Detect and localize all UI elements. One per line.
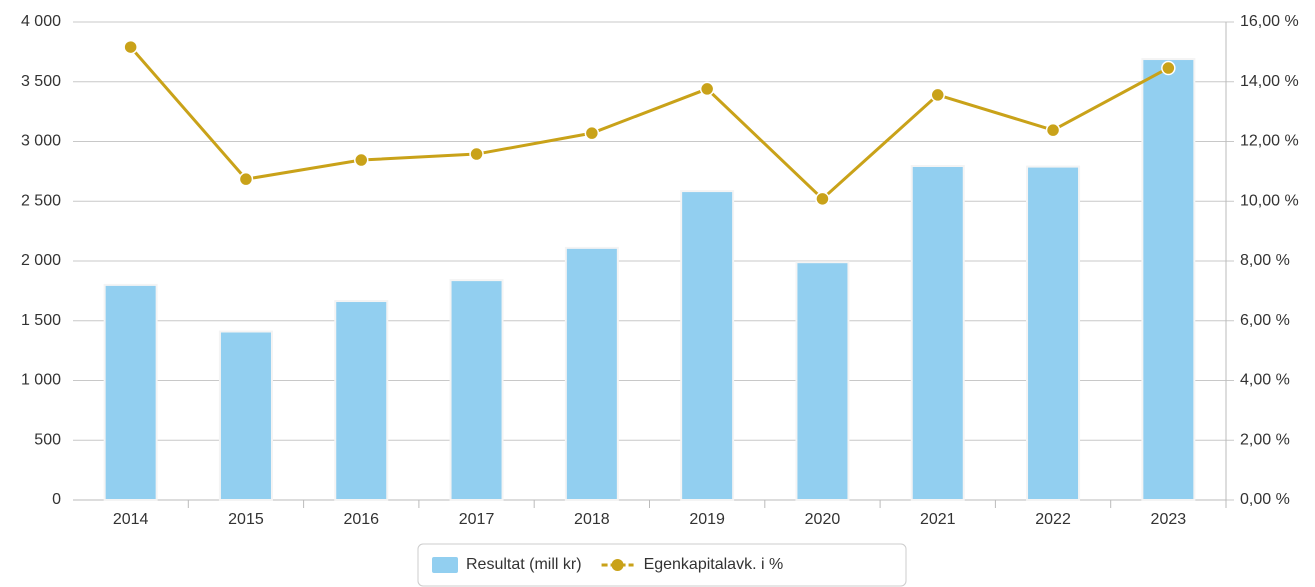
y-tick-label: 500 [34, 431, 61, 448]
bar [1141, 58, 1196, 501]
y-tick-label: 1 500 [21, 312, 61, 329]
legend-swatch [432, 557, 458, 573]
line-point [354, 152, 369, 168]
x-tick-label: 2014 [113, 511, 149, 528]
line-point [699, 81, 715, 97]
bar [680, 190, 735, 501]
line-point [930, 87, 945, 103]
x-tick-label: 2022 [1035, 511, 1071, 528]
y-tick-label: 3 500 [21, 73, 61, 90]
y2-tick-label: 14,00 % [1240, 73, 1299, 90]
line-point [584, 125, 600, 141]
line-point [1045, 122, 1061, 138]
y-tick-label: 2 500 [21, 192, 61, 209]
y2-tick-label: 8,00 % [1240, 252, 1290, 269]
line-point [238, 171, 254, 187]
y2-tick-label: 4,00 % [1240, 372, 1290, 389]
y-tick-label: 3 000 [21, 133, 61, 150]
y-tick-label: 1 000 [21, 372, 61, 389]
bar [795, 261, 850, 501]
bar [103, 283, 158, 501]
x-tick-label: 2016 [343, 511, 379, 528]
line-point [123, 39, 138, 55]
legend-swatch-point [611, 559, 624, 571]
x-tick-label: 2020 [805, 511, 841, 528]
bar [564, 246, 619, 501]
y-tick-label: 0 [52, 491, 61, 508]
y2-tick-label: 10,00 % [1240, 192, 1299, 209]
legend-label: Egenkapitalavk. i % [644, 556, 784, 573]
x-tick-label: 2015 [228, 511, 264, 528]
y2-tick-label: 0,00 % [1240, 491, 1290, 508]
y-tick-label: 2 000 [21, 252, 61, 269]
line-point [1161, 60, 1176, 76]
x-tick-label: 2021 [920, 511, 956, 528]
y2-tick-label: 16,00 % [1240, 13, 1299, 30]
bar [1026, 165, 1081, 501]
y2-tick-label: 6,00 % [1240, 312, 1290, 329]
legend-label: Resultat (mill kr) [466, 556, 582, 573]
x-tick-label: 2023 [1151, 511, 1187, 528]
bar [218, 330, 273, 501]
x-tick-label: 2017 [459, 511, 495, 528]
x-tick-label: 2018 [574, 511, 610, 528]
x-tick-label: 2019 [689, 511, 725, 528]
line-point [815, 191, 830, 207]
line [129, 46, 1170, 201]
line-point [469, 146, 484, 162]
y-tick-label: 4 000 [21, 13, 61, 30]
y2-tick-label: 2,00 % [1240, 431, 1290, 448]
legend-box [417, 543, 907, 587]
y2-tick-label: 12,00 % [1240, 133, 1299, 150]
bar [334, 300, 389, 501]
bar [449, 279, 504, 501]
bar [910, 164, 965, 501]
